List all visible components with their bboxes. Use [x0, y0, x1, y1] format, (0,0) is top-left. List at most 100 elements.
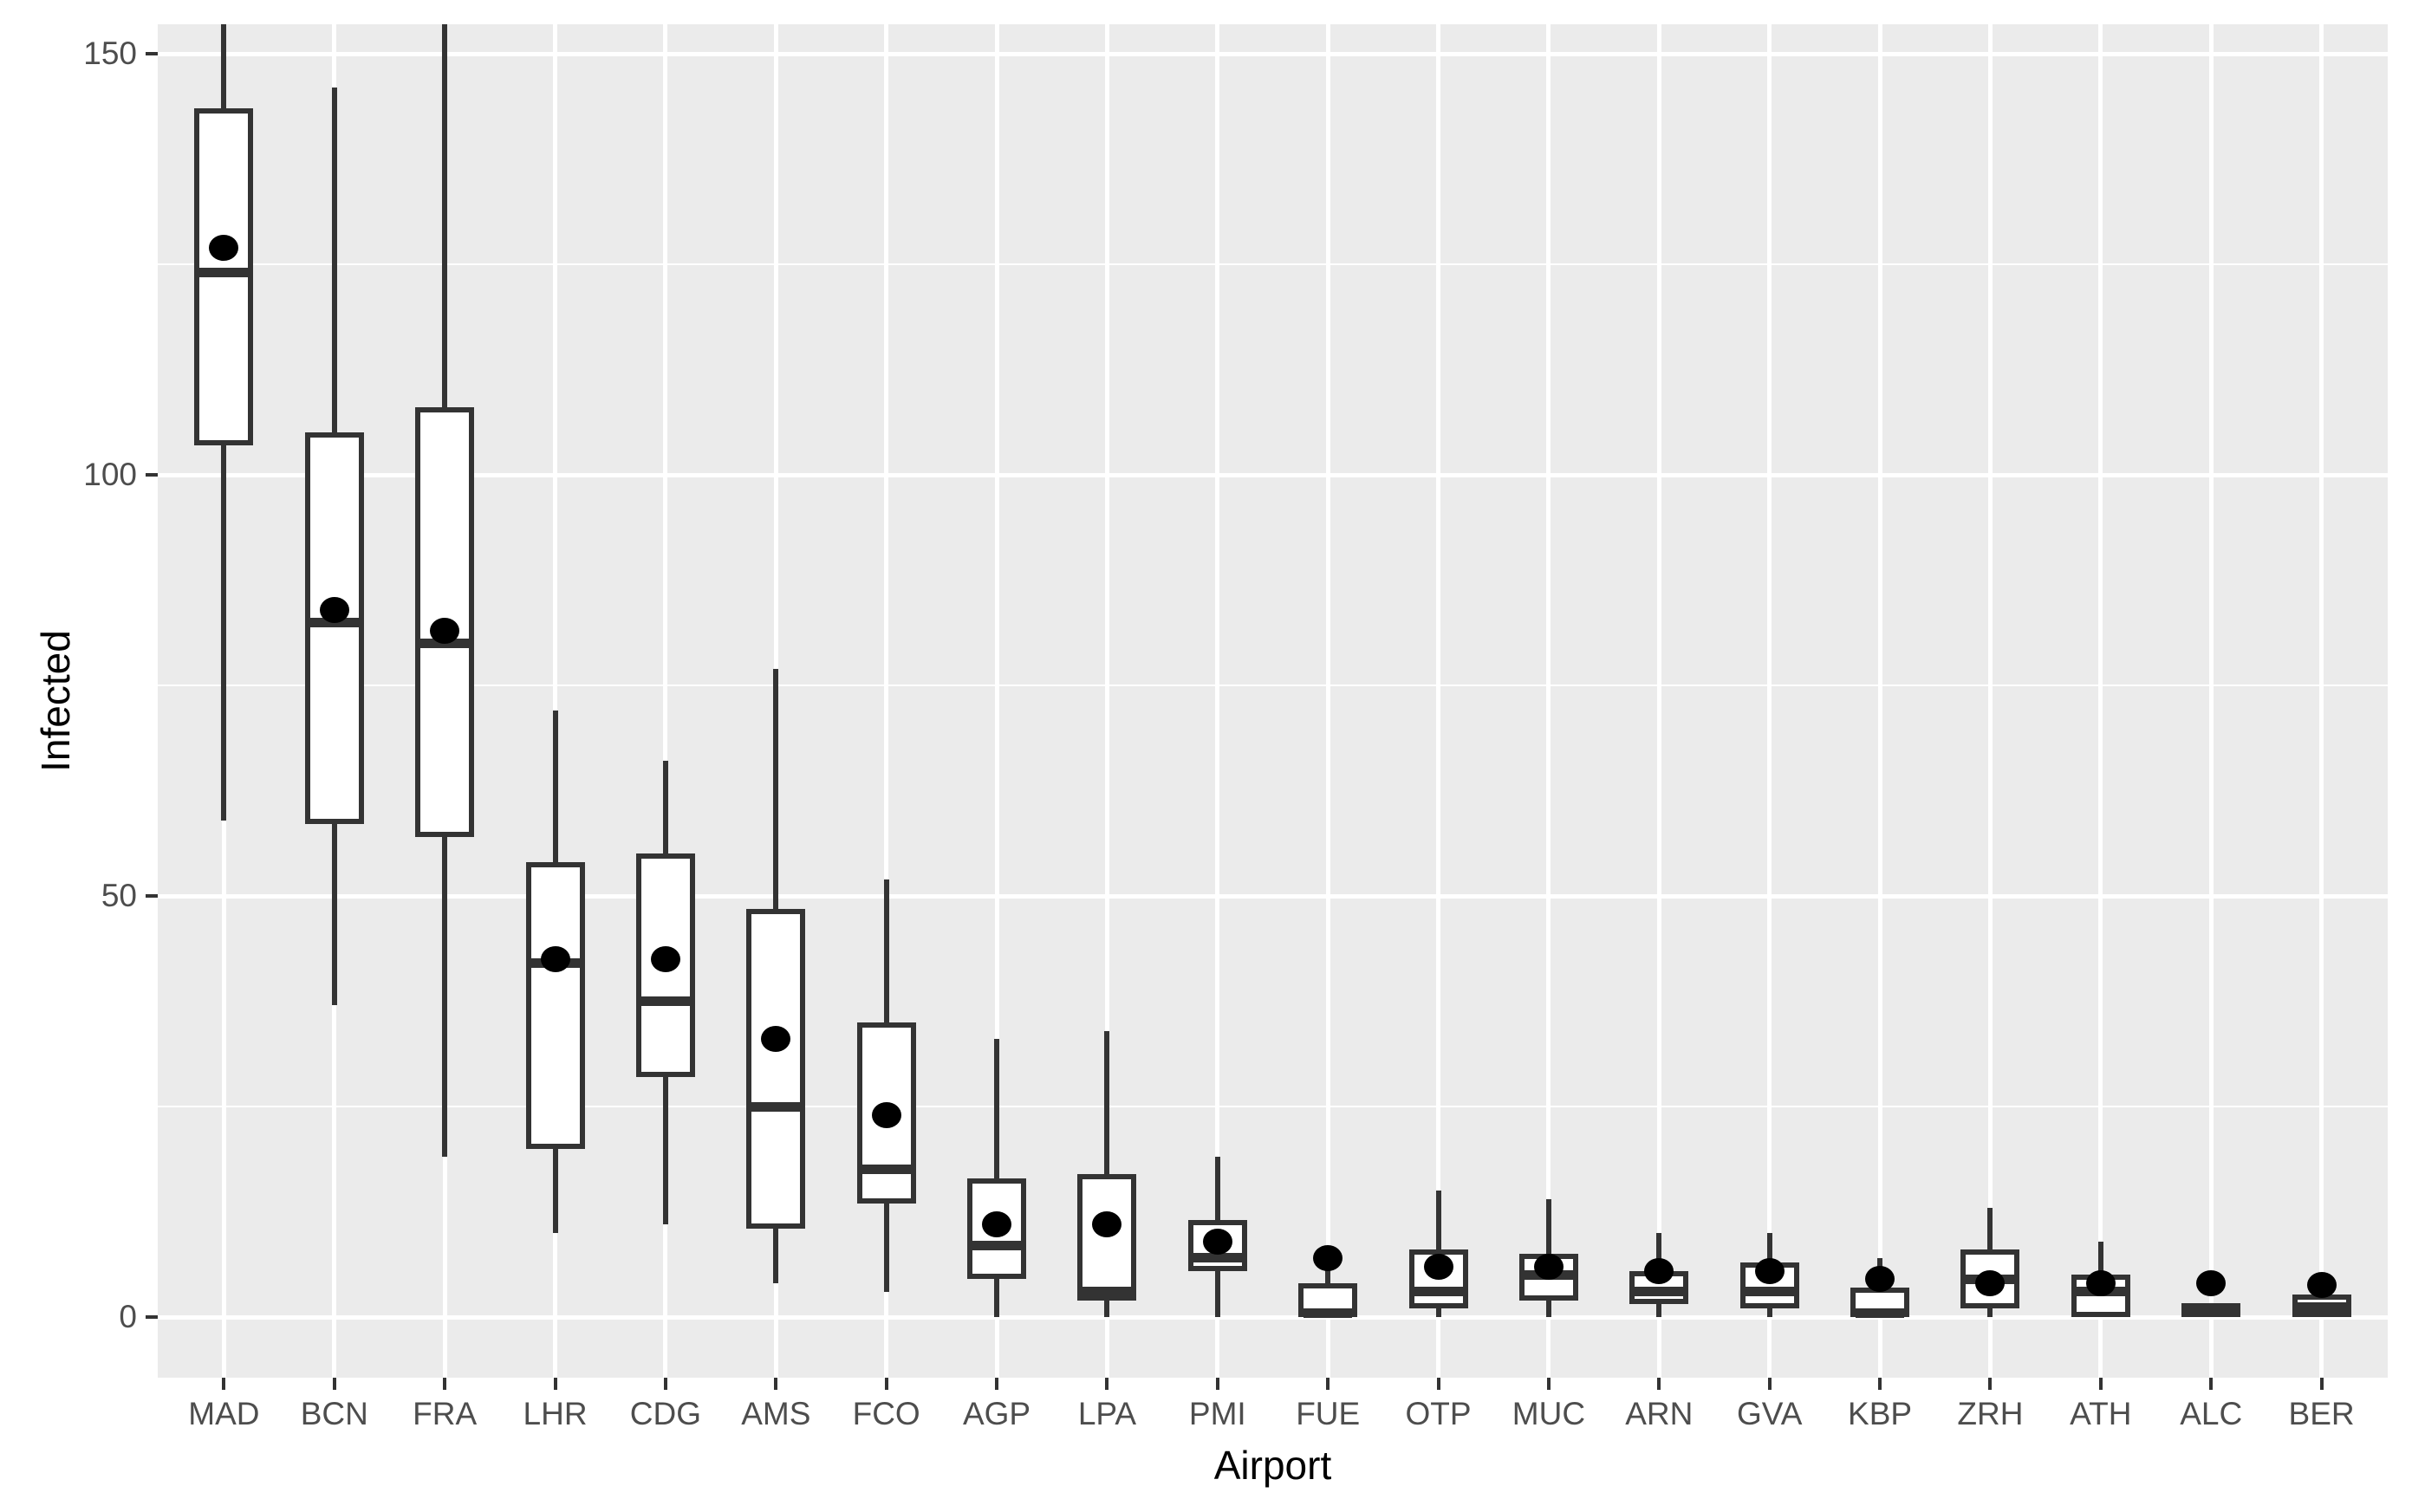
x-tick-MAD [222, 1378, 226, 1390]
gridline-x-ARN [1656, 24, 1661, 1378]
x-tick-label-FUE: FUE [1296, 1396, 1361, 1431]
x-tick-ARN [1657, 1378, 1661, 1390]
y-tick-50 [146, 894, 158, 899]
x-tick-label-KBP: KBP [1848, 1396, 1913, 1431]
mean-point-LHR [540, 945, 570, 972]
x-tick-label-ARN: ARN [1625, 1396, 1694, 1431]
upper-whisker-FUE [1325, 1266, 1331, 1284]
x-tick-AGP [995, 1378, 999, 1390]
upper-whisker-CDG [662, 761, 668, 854]
gridline-x-ALC [2208, 24, 2214, 1378]
mean-point-FCO [871, 1101, 901, 1128]
upper-whisker-MAD [221, 24, 227, 109]
gridline-x-LHR [553, 24, 558, 1378]
y-tick-0 [146, 1315, 158, 1320]
mean-point-MUC [1533, 1253, 1564, 1280]
upper-whisker-AGP [994, 1039, 1000, 1178]
gridline-major-0 [158, 1314, 2388, 1320]
median-CDG [640, 996, 690, 1007]
x-tick-label-PMI: PMI [1188, 1396, 1246, 1431]
upper-whisker-FRA [442, 24, 448, 408]
upper-whisker-BCN [331, 87, 337, 433]
gridline-x-ATH [2098, 24, 2103, 1378]
gridline-major-100 [158, 472, 2388, 477]
y-tick-label-150: 150 [83, 36, 137, 72]
x-tick-BCN [332, 1378, 336, 1390]
mean-point-AMS [761, 1026, 791, 1053]
box-BCN [304, 432, 364, 825]
x-tick-ATH [2098, 1378, 2103, 1390]
median-ALC [2187, 1303, 2236, 1314]
gridline-x-ZRH [1987, 24, 1993, 1378]
mean-point-ALC [2196, 1270, 2227, 1297]
upper-whisker-ATH [2097, 1241, 2103, 1275]
upper-whisker-ZRH [1987, 1207, 1993, 1250]
y-tick-label-0: 0 [119, 1299, 137, 1335]
median-GVA [1745, 1287, 1794, 1297]
lower-whisker-MAD [221, 445, 227, 821]
median-MAD [199, 268, 249, 278]
lower-whisker-PMI [1214, 1270, 1220, 1317]
mean-point-FUE [1313, 1244, 1343, 1271]
mean-point-BER [2306, 1272, 2337, 1299]
gridline-minor-75 [158, 685, 2388, 687]
gridline-x-FUE [1325, 24, 1330, 1378]
upper-whisker-AMS [773, 668, 779, 909]
x-tick-LPA [1105, 1378, 1109, 1390]
median-LPA [1082, 1287, 1132, 1297]
gridline-x-OTP [1436, 24, 1441, 1378]
x-tick-FRA [443, 1378, 447, 1390]
lower-whisker-MUC [1545, 1300, 1551, 1317]
y-tick-150 [146, 52, 158, 56]
gridline-major-150 [158, 51, 2388, 56]
x-tick-label-ZRH: ZRH [1957, 1396, 2024, 1431]
median-AMS [751, 1101, 801, 1112]
y-tick-100 [146, 473, 158, 477]
x-tick-label-ALC: ALC [2180, 1396, 2243, 1431]
x-tick-PMI [1215, 1378, 1219, 1390]
gridline-minor-25 [158, 1106, 2388, 1108]
x-tick-label-BCN: BCN [300, 1396, 368, 1431]
gridline-x-AGP [994, 24, 999, 1378]
x-tick-label-LHR: LHR [523, 1396, 588, 1431]
median-BER [2297, 1301, 2346, 1312]
upper-whisker-FCO [883, 879, 889, 1022]
median-KBP [1856, 1308, 1905, 1318]
x-tick-label-AMS: AMS [741, 1396, 811, 1431]
lower-whisker-FCO [883, 1203, 889, 1292]
lower-whisker-ZRH [1987, 1308, 1993, 1317]
upper-whisker-LHR [552, 711, 558, 863]
median-AGP [972, 1240, 1022, 1250]
gridline-x-BER [2319, 24, 2324, 1378]
x-tick-FUE [1326, 1378, 1330, 1390]
x-tick-label-OTP: OTP [1405, 1396, 1472, 1431]
x-tick-label-AGP: AGP [962, 1396, 1031, 1431]
median-FCO [861, 1165, 911, 1175]
y-tick-label-100: 100 [83, 457, 137, 493]
lower-whisker-CDG [662, 1076, 668, 1225]
gridline-x-CDG [663, 24, 668, 1378]
x-tick-ALC [2209, 1378, 2214, 1390]
mean-point-KBP [1865, 1266, 1895, 1293]
lower-whisker-BCN [331, 824, 337, 1006]
mean-point-ARN [1644, 1257, 1674, 1284]
x-tick-label-GVA: GVA [1736, 1396, 1803, 1431]
mean-point-CDG [650, 945, 680, 972]
gridline-major-50 [158, 893, 2388, 899]
x-tick-label-FRA: FRA [413, 1396, 478, 1431]
lower-whisker-ARN [1656, 1304, 1662, 1317]
x-tick-label-CDG: CDG [629, 1396, 702, 1431]
x-axis-title: Airport [1213, 1443, 1332, 1488]
x-tick-AMS [774, 1378, 778, 1390]
mean-point-PMI [1202, 1228, 1232, 1255]
lower-whisker-LHR [552, 1148, 558, 1233]
box-LHR [525, 862, 585, 1149]
lower-whisker-LPA [1104, 1300, 1110, 1317]
lower-whisker-GVA [1766, 1308, 1772, 1317]
gridline-x-FCO [884, 24, 889, 1378]
mean-point-MAD [209, 234, 239, 261]
mean-point-FRA [430, 617, 460, 644]
x-tick-label-LPA: LPA [1077, 1396, 1137, 1431]
mean-point-LPA [1092, 1211, 1122, 1238]
